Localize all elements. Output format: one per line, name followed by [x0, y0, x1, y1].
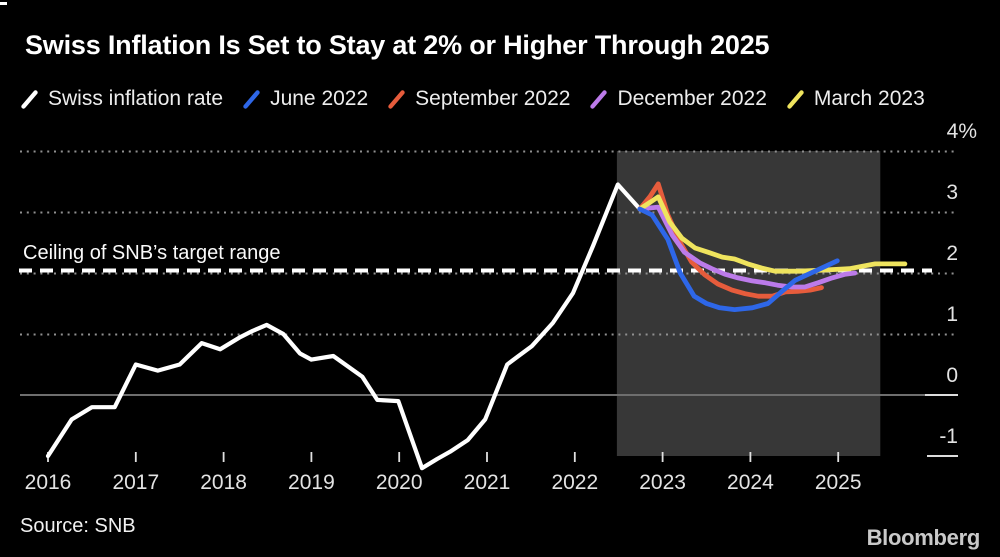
y-axis-label-1: 1: [946, 303, 958, 326]
chart-title: Swiss Inflation Is Set to Stay at 2% or …: [25, 30, 770, 60]
slash-icon: [243, 89, 260, 109]
x-axis-label-2019: 2019: [288, 471, 335, 494]
x-axis-label-2024: 2024: [727, 471, 774, 494]
legend-item-september-2022: September 2022: [387, 87, 570, 111]
x-axis-label-2018: 2018: [200, 471, 247, 494]
legend-item-march-2023: March 2023: [786, 87, 925, 111]
y-axis-label-4: 4%: [946, 120, 977, 143]
series-line-december-2022: [637, 204, 858, 290]
y-axis-label-2: 2: [946, 242, 958, 265]
x-axis-label-2025: 2025: [814, 471, 862, 494]
legend: Swiss inflation rate June 2022 September 2…: [20, 87, 925, 111]
slash-icon: [388, 89, 405, 109]
legend-label: December 2022: [617, 87, 767, 110]
x-axis-label-2022: 2022: [551, 471, 599, 494]
ceiling-annotation-label: Ceiling of SNB’s target range: [23, 242, 281, 264]
x-axis-label-2016: 2016: [24, 471, 72, 494]
legend-item-swiss-inflation-rate: Swiss inflation rate: [20, 87, 223, 111]
x-axis-label-2017: 2017: [112, 471, 160, 494]
legend-item-june-2022: June 2022: [242, 87, 368, 111]
x-axis-label-2023: 2023: [639, 471, 686, 494]
series-line-september-2022: [637, 181, 824, 299]
x-axis-label-2020: 2020: [375, 471, 423, 494]
slash-icon: [590, 89, 608, 109]
legend-label: September 2022: [415, 87, 571, 110]
slash-icon: [787, 89, 804, 109]
legend-item-december-2022: December 2022: [589, 87, 767, 111]
legend-label: March 2023: [813, 87, 925, 110]
series-line-june-2022: [637, 206, 840, 313]
y-axis-label-3: 3: [946, 181, 958, 204]
slash-icon: [21, 89, 38, 109]
series-line-march-2023: [637, 194, 908, 274]
x-axis-label-2021: 2021: [463, 471, 511, 494]
y-axis-label-0: 0: [946, 364, 958, 387]
bloomberg-logo: Bloomberg: [866, 525, 981, 550]
source-label: Source: SNB: [20, 515, 136, 537]
series-line-swiss-inflation-rate: [45, 182, 642, 471]
legend-label: June 2022: [270, 87, 369, 110]
y-axis-label--1: -1: [939, 425, 958, 448]
legend-label: Swiss inflation rate: [48, 87, 224, 110]
top-left-mark: [0, 2, 7, 5]
